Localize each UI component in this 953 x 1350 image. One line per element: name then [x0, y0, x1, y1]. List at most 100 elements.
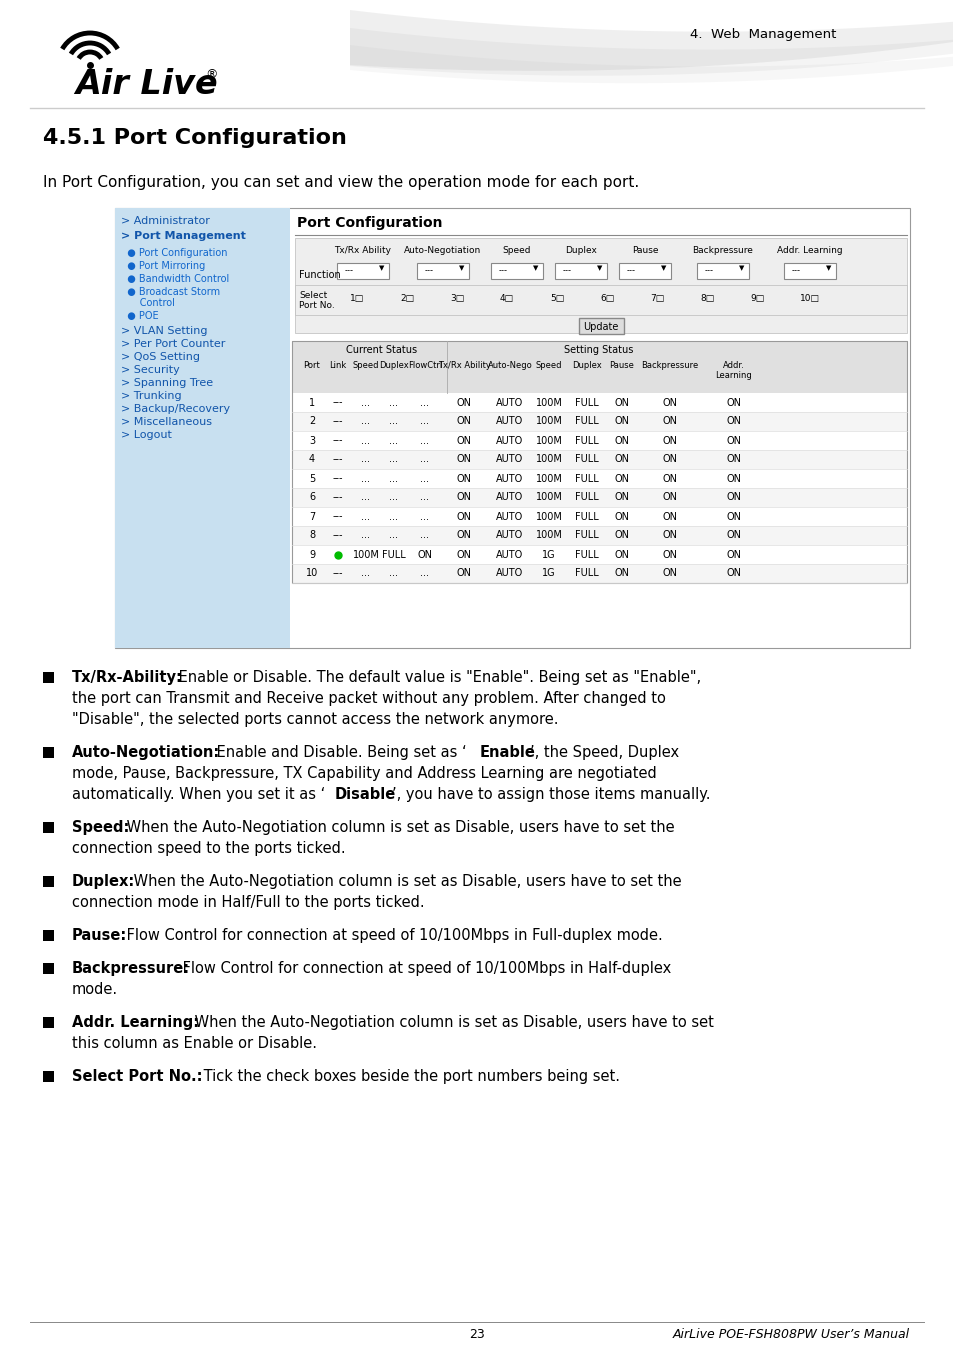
Text: ...: ...: [420, 436, 429, 446]
Text: ---: ---: [333, 397, 343, 408]
Text: > Spanning Tree: > Spanning Tree: [121, 378, 213, 387]
Text: 100M: 100M: [353, 549, 379, 559]
Text: ON: ON: [661, 531, 677, 540]
Text: FlowCtrl: FlowCtrl: [408, 360, 441, 370]
Text: ...: ...: [389, 568, 398, 579]
Text: Port Configuration: Port Configuration: [296, 216, 442, 230]
Text: Setting Status: Setting Status: [564, 346, 633, 355]
Text: > QoS Setting: > QoS Setting: [121, 352, 200, 362]
Text: Addr. Learning:: Addr. Learning:: [71, 1015, 199, 1030]
Text: ...: ...: [361, 474, 370, 483]
Bar: [292, 412, 906, 431]
Text: ON: ON: [614, 417, 629, 427]
Text: 23: 23: [469, 1328, 484, 1341]
Text: ---: ---: [333, 455, 343, 464]
Text: ---: ---: [333, 493, 343, 502]
Text: Disable: Disable: [335, 787, 395, 802]
Text: AUTO: AUTO: [496, 436, 523, 446]
Text: ON: ON: [614, 474, 629, 483]
Text: Auto-Negotiation: Auto-Negotiation: [404, 246, 481, 255]
Text: AUTO: AUTO: [496, 493, 523, 502]
Text: ON: ON: [726, 512, 740, 521]
Text: ON: ON: [456, 397, 471, 408]
Text: ON: ON: [456, 531, 471, 540]
Text: 100M: 100M: [535, 397, 562, 408]
Text: ● Bandwidth Control: ● Bandwidth Control: [121, 274, 229, 284]
Bar: [618, 263, 670, 279]
Text: 7□: 7□: [649, 294, 663, 302]
Bar: [783, 263, 835, 279]
Text: ON: ON: [456, 493, 471, 502]
Text: ---: ---: [333, 417, 343, 427]
Text: 9: 9: [309, 549, 314, 559]
Text: 100M: 100M: [535, 474, 562, 483]
Bar: [292, 468, 906, 487]
Text: ---: ---: [498, 266, 507, 275]
Text: ...: ...: [389, 493, 398, 502]
Text: FULL: FULL: [382, 549, 405, 559]
Text: AUTO: AUTO: [496, 549, 523, 559]
Bar: [294, 285, 906, 315]
Text: FULL: FULL: [575, 455, 598, 464]
Text: Enable and Disable. Being set as ‘: Enable and Disable. Being set as ‘: [212, 745, 466, 760]
Text: ...: ...: [420, 568, 429, 579]
Text: ON: ON: [614, 531, 629, 540]
Bar: [292, 450, 906, 468]
Text: ...: ...: [420, 397, 429, 408]
Bar: [115, 208, 909, 648]
Text: ON: ON: [661, 455, 677, 464]
Text: 5□: 5□: [550, 294, 563, 302]
Text: FULL: FULL: [575, 474, 598, 483]
Text: ...: ...: [389, 531, 398, 540]
Text: ...: ...: [389, 436, 398, 446]
Text: ● Port Mirroring: ● Port Mirroring: [121, 261, 205, 271]
Text: 4: 4: [309, 455, 314, 464]
Text: 100M: 100M: [535, 531, 562, 540]
Text: ...: ...: [361, 531, 370, 540]
Text: ...: ...: [361, 417, 370, 427]
Text: ...: ...: [420, 417, 429, 427]
Text: Pause: Pause: [609, 360, 634, 370]
Text: > Backup/Recovery: > Backup/Recovery: [121, 404, 230, 414]
Text: ...: ...: [361, 455, 370, 464]
Text: ---: ---: [333, 531, 343, 540]
Text: ...: ...: [361, 493, 370, 502]
Text: the port can Transmit and Receive packet without any problem. After changed to: the port can Transmit and Receive packet…: [71, 691, 665, 706]
Text: ---: ---: [424, 266, 434, 275]
Text: ON: ON: [661, 436, 677, 446]
Text: > Miscellaneous: > Miscellaneous: [121, 417, 212, 427]
Text: 100M: 100M: [535, 417, 562, 427]
Text: Port: Port: [303, 360, 320, 370]
Text: ▼: ▼: [458, 265, 464, 271]
Text: FULL: FULL: [575, 531, 598, 540]
Text: ON: ON: [661, 493, 677, 502]
Text: ▼: ▼: [597, 265, 601, 271]
Text: Control: Control: [121, 298, 174, 308]
Bar: [292, 393, 906, 412]
Text: Backpressure: Backpressure: [640, 360, 698, 370]
Text: ON: ON: [614, 455, 629, 464]
Text: 4.5.1 Port Configuration: 4.5.1 Port Configuration: [43, 128, 347, 148]
Text: Speed: Speed: [536, 360, 561, 370]
Text: ON: ON: [456, 474, 471, 483]
Text: Duplex: Duplex: [378, 360, 409, 370]
Bar: [292, 431, 906, 450]
Text: ON: ON: [614, 436, 629, 446]
Bar: [43, 672, 54, 683]
Text: ...: ...: [361, 568, 370, 579]
Text: FULL: FULL: [575, 436, 598, 446]
Bar: [292, 342, 906, 583]
Text: ON: ON: [614, 493, 629, 502]
Text: AUTO: AUTO: [496, 531, 523, 540]
Text: > Security: > Security: [121, 364, 179, 375]
Text: ’, you have to assign those items manually.: ’, you have to assign those items manual…: [392, 787, 710, 802]
Text: 5: 5: [309, 474, 314, 483]
Text: ON: ON: [726, 493, 740, 502]
Text: ...: ...: [361, 397, 370, 408]
Text: Duplex: Duplex: [564, 246, 597, 255]
Text: 1G: 1G: [541, 549, 556, 559]
Text: FULL: FULL: [575, 512, 598, 521]
Text: 100M: 100M: [535, 436, 562, 446]
Text: ▼: ▼: [378, 265, 384, 271]
Text: ---: ---: [333, 568, 343, 579]
